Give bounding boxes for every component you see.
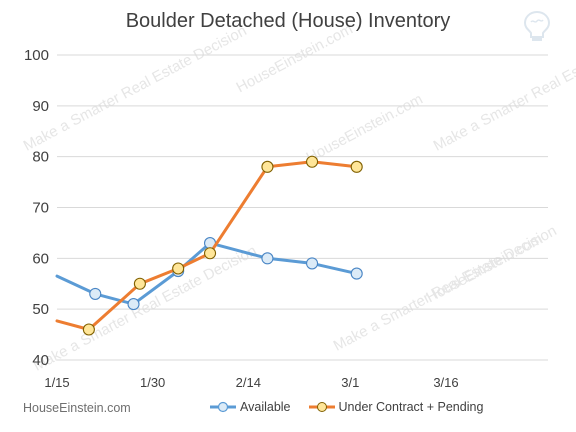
chart-legend: Available Under Contract + Pending: [210, 400, 501, 414]
data-point: [172, 262, 185, 275]
data-point: [350, 160, 363, 173]
data-point: [350, 267, 363, 280]
series-line: [55, 241, 359, 306]
y-tick-label: 70: [32, 200, 49, 217]
legend-item-available: Available: [210, 400, 291, 414]
y-tick-label: 100: [24, 47, 49, 64]
series-layer: [55, 155, 363, 336]
x-tick-label: 1/15: [44, 375, 69, 390]
series-line: [55, 160, 359, 331]
x-tick-label: 3/16: [433, 375, 458, 390]
x-tick-label: 3/1: [341, 375, 359, 390]
legend-swatch-available: [210, 401, 236, 413]
legend-label-under-contract: Under Contract + Pending: [338, 400, 484, 414]
data-point: [203, 247, 217, 260]
y-tick-label: 50: [32, 301, 49, 318]
y-tick-label: 40: [32, 352, 49, 369]
y-tick-label: 60: [32, 250, 49, 267]
x-tick-label: 2/14: [236, 375, 261, 390]
site-credit: HouseEinstein.com: [23, 401, 131, 415]
data-point: [306, 257, 319, 270]
data-point: [127, 298, 140, 311]
lightbulb-brain-icon: [523, 10, 551, 41]
data-point: [261, 252, 274, 265]
data-point: [133, 277, 146, 290]
data-point: [261, 160, 274, 173]
legend-swatch-under-contract: [308, 402, 335, 412]
data-point: [89, 287, 102, 300]
series-1: [55, 155, 363, 336]
data-point: [306, 155, 319, 168]
x-axis-ticks: 1/15 1/30 2/14 3/1 3/16: [44, 375, 458, 390]
chart-title: Boulder Detached (House) Inventory: [125, 10, 451, 32]
y-tick-label: 90: [32, 98, 49, 115]
legend-item-under-contract: Under Contract + Pending: [308, 400, 484, 414]
x-tick-label: 1/30: [140, 375, 165, 390]
gridlines: [57, 54, 548, 361]
y-tick-label: 80: [32, 149, 49, 166]
legend-label-available: Available: [240, 400, 291, 414]
data-point: [82, 323, 95, 336]
series-0: [55, 237, 363, 311]
y-axis-ticks: 40 50 60 70 80 90 100: [24, 47, 49, 369]
